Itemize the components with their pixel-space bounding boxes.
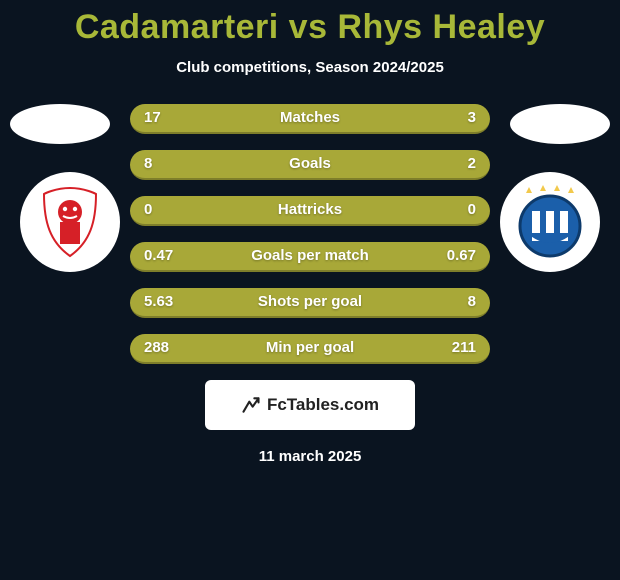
stats-list: 17 Matches 3 8 Goals 2 0 Hattricks 0 0.4…	[130, 104, 490, 364]
stat-value-right: 211	[452, 334, 476, 362]
comparison-panel: 17 Matches 3 8 Goals 2 0 Hattricks 0 0.4…	[0, 104, 620, 465]
stat-row: 0 Hattricks 0	[130, 196, 490, 226]
fctables-logo-icon	[241, 395, 261, 415]
stat-row: 8 Goals 2	[130, 150, 490, 180]
stat-label: Min per goal	[130, 334, 490, 362]
stat-row: 17 Matches 3	[130, 104, 490, 134]
stat-row: 5.63 Shots per goal 8	[130, 288, 490, 318]
lincoln-city-crest-icon	[30, 182, 110, 262]
source-brand-text: FcTables.com	[267, 395, 379, 415]
stat-label: Shots per goal	[130, 288, 490, 316]
stat-value-right: 0.67	[447, 242, 476, 270]
stat-value-right: 3	[468, 104, 476, 132]
page-title: Cadamarteri vs Rhys Healey	[0, 0, 620, 47]
stat-label: Goals per match	[130, 242, 490, 270]
stat-label: Goals	[130, 150, 490, 178]
stat-label: Hattricks	[130, 196, 490, 224]
stat-value-right: 0	[468, 196, 476, 224]
stat-value-right: 8	[468, 288, 476, 316]
team-crest-right	[500, 172, 600, 272]
page-subtitle: Club competitions, Season 2024/2025	[0, 59, 620, 76]
stat-row: 288 Min per goal 211	[130, 334, 490, 364]
date-text: 11 march 2025	[0, 448, 620, 465]
source-badge: FcTables.com	[205, 380, 415, 430]
stat-row: 0.47 Goals per match 0.67	[130, 242, 490, 272]
stat-value-right: 2	[468, 150, 476, 178]
player-photo-placeholder-right	[510, 104, 610, 144]
player-photo-placeholder-left	[10, 104, 110, 144]
stat-label: Matches	[130, 104, 490, 132]
team-crest-left	[20, 172, 120, 272]
huddersfield-crest-icon	[509, 181, 591, 263]
